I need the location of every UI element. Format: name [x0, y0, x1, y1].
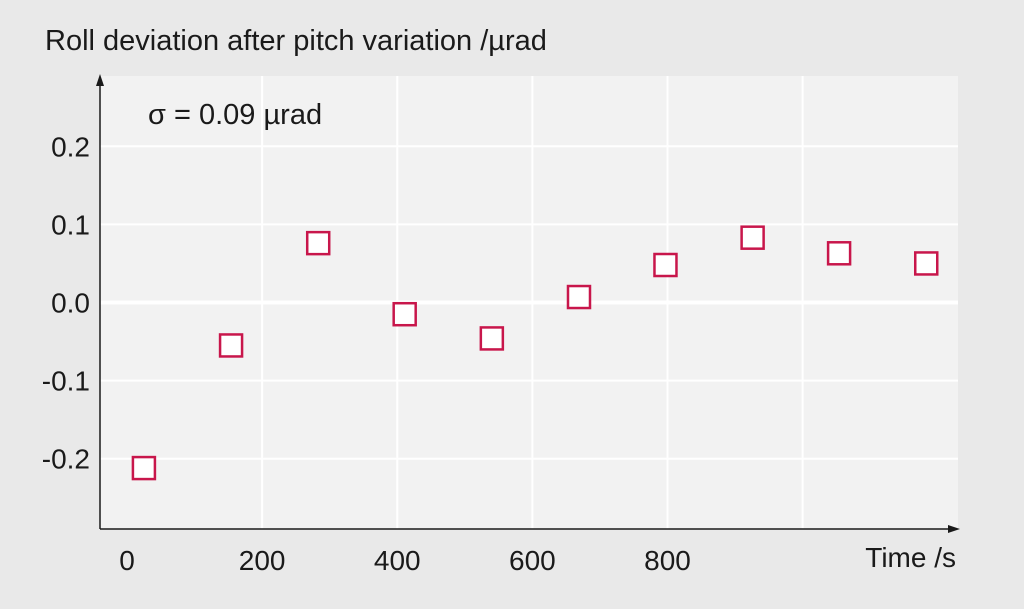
data-point	[131, 455, 157, 481]
y-tick-label: 0.2	[51, 131, 90, 162]
x-tick-label: 800	[644, 545, 691, 576]
x-axis-arrow	[948, 525, 960, 533]
x-tick-label: 400	[374, 545, 421, 576]
y-tick-label: 0.1	[51, 209, 90, 240]
data-point	[653, 252, 678, 278]
data-points	[131, 225, 939, 481]
x-tick-label: 0	[119, 545, 135, 576]
x-tick-label: 600	[509, 545, 556, 576]
data-point	[913, 251, 939, 276]
x-axis-label: Time /s	[865, 542, 956, 573]
data-point	[392, 301, 417, 327]
data-point	[479, 326, 505, 351]
data-point	[826, 241, 852, 266]
data-point	[305, 230, 331, 256]
data-point	[218, 333, 244, 358]
data-point	[740, 225, 765, 250]
y-axis-arrow	[96, 74, 104, 86]
y-tick-label: 0.0	[51, 288, 90, 319]
tick-labels: 0.2 0.1 0.0 -0.1 -0.2 0 200 400 600 800	[42, 131, 691, 576]
data-point	[566, 284, 592, 310]
chart-title: Roll deviation after pitch variation /µr…	[45, 25, 547, 57]
sigma-annotation: σ = 0.09 µrad	[148, 99, 322, 131]
y-tick-label: -0.2	[42, 444, 90, 475]
y-tick-label: -0.1	[42, 366, 90, 397]
axes	[96, 74, 960, 533]
x-tick-label: 200	[239, 545, 286, 576]
